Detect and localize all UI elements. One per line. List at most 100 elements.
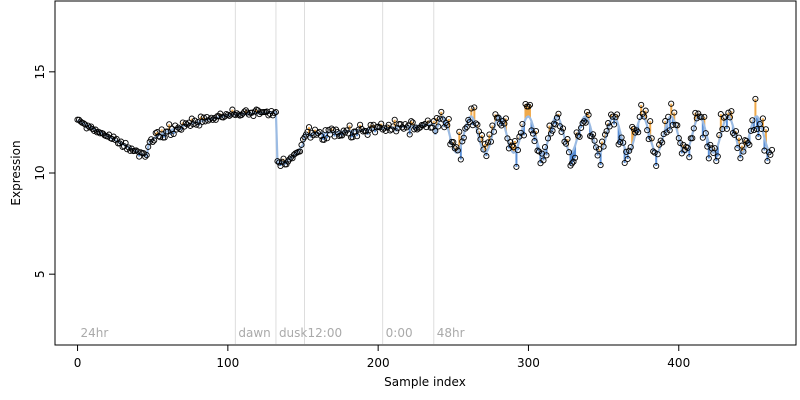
y-tick-label: 5 (33, 270, 47, 278)
data-point (445, 115, 452, 123)
data-point (752, 95, 759, 102)
data-point (241, 108, 248, 115)
data-point (543, 152, 550, 159)
y-tick-label: 15 (33, 64, 47, 79)
data-point (480, 146, 487, 153)
data-point (420, 122, 427, 129)
data-point (698, 114, 705, 121)
data-point (191, 117, 198, 124)
data-point (651, 149, 658, 156)
data-point (393, 128, 400, 135)
data-point (702, 130, 709, 137)
data-point (463, 123, 470, 131)
data-point (508, 142, 515, 149)
data-point (662, 118, 669, 125)
data-point (603, 128, 610, 135)
x-tick-label: 400 (667, 356, 690, 370)
data-point (747, 127, 754, 134)
data-point (248, 109, 255, 116)
data-point (466, 118, 473, 126)
data-point (275, 159, 283, 166)
data-point (122, 139, 129, 146)
data-point (726, 114, 733, 121)
data-point (394, 125, 401, 132)
data-point (136, 153, 143, 160)
data-point (354, 133, 361, 140)
guide-label: 0:00 (386, 326, 413, 340)
data-point (125, 144, 132, 151)
data-point (570, 158, 577, 165)
data-point (720, 114, 727, 121)
data-point (621, 159, 628, 167)
data-point (768, 146, 776, 153)
data-point (429, 124, 436, 131)
data-point (630, 125, 637, 132)
data-point (474, 121, 481, 128)
data-point (504, 135, 511, 142)
data-point (650, 148, 657, 155)
data-point (459, 138, 466, 145)
data-points (74, 95, 776, 170)
data-point (382, 127, 389, 134)
data-point (654, 151, 661, 158)
data-point (623, 148, 630, 155)
data-point (435, 123, 442, 130)
data-point (591, 137, 598, 144)
data-point (486, 131, 493, 138)
data-point (665, 113, 672, 120)
data-point (553, 114, 561, 121)
data-point (86, 124, 93, 131)
x-tick-label: 0 (74, 356, 82, 370)
data-point (206, 116, 213, 123)
data-point (635, 129, 642, 136)
data-point (660, 131, 667, 138)
data-point (187, 122, 194, 129)
data-point (320, 136, 328, 143)
data-point (648, 135, 655, 142)
data-point (502, 115, 509, 122)
data-point (674, 122, 681, 129)
data-point (671, 109, 678, 116)
data-point (576, 133, 583, 140)
data-point (525, 103, 532, 110)
data-point (366, 127, 373, 134)
data-point (317, 132, 325, 139)
data-point (151, 137, 158, 144)
data-point (549, 127, 556, 134)
data-point (528, 127, 535, 134)
data-point (397, 121, 404, 128)
data-point (653, 162, 660, 170)
data-point (728, 108, 735, 115)
data-point (298, 141, 305, 148)
data-point (450, 139, 457, 146)
data-point (468, 105, 475, 112)
data-point (343, 127, 350, 134)
data-point (316, 128, 323, 135)
data-point (334, 128, 341, 136)
x-tick-label: 200 (367, 356, 390, 370)
data-point (143, 152, 150, 159)
data-point (605, 120, 612, 127)
data-point (346, 122, 353, 129)
data-point (534, 147, 541, 154)
data-point (520, 132, 527, 139)
data-point (197, 113, 204, 120)
data-point (484, 139, 491, 146)
data-point (668, 100, 675, 107)
data-point (744, 139, 751, 147)
data-point (572, 154, 579, 161)
data-point (411, 126, 418, 133)
data-point (472, 120, 479, 127)
data-point (764, 158, 771, 165)
data-point (564, 136, 571, 143)
data-point (579, 120, 586, 127)
data-point (746, 141, 753, 148)
data-point (755, 134, 762, 141)
data-point (184, 121, 191, 128)
data-point (469, 122, 476, 129)
guide-lines (234, 2, 435, 344)
data-point (421, 121, 428, 128)
data-point (349, 134, 356, 141)
